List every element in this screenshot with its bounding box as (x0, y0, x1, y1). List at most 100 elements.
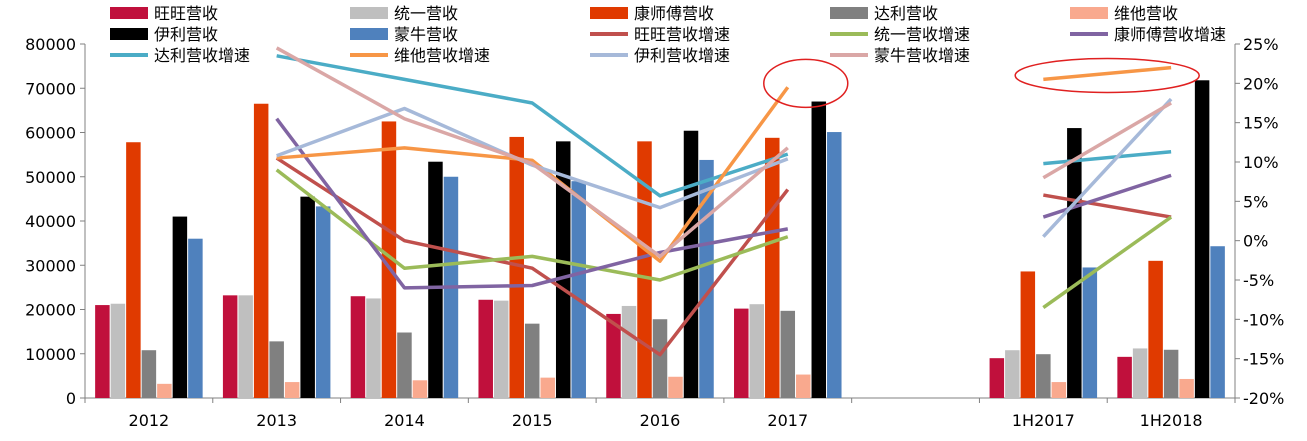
series-line (275, 156, 790, 357)
legend-swatch (350, 28, 388, 40)
bar (652, 319, 668, 398)
legend-label: 维他营收 (1114, 4, 1178, 23)
bar (300, 196, 315, 398)
legend-label: 伊利营收 (154, 25, 218, 44)
x-tick-label: 1H2017 (1012, 411, 1075, 430)
bar (110, 303, 126, 398)
left-tick-label: 60000 (25, 124, 76, 143)
bar (555, 141, 571, 398)
bar (222, 295, 238, 398)
left-tick-label: 80000 (25, 35, 76, 54)
bar (428, 161, 443, 398)
x-tick-label: 2012 (129, 411, 170, 430)
legend-swatch (110, 7, 148, 19)
legend-label: 康师傅营收增速 (1114, 25, 1226, 44)
bar (1194, 80, 1210, 398)
right-tick-label: 25% (1243, 35, 1279, 54)
legend-label: 统一营收增速 (874, 25, 970, 44)
bar (284, 382, 300, 398)
left-tick-label: 30000 (25, 256, 76, 275)
bar (253, 103, 269, 399)
bar (366, 298, 381, 398)
series-line (1042, 97, 1173, 238)
bar (95, 305, 110, 398)
legend-swatch (830, 7, 868, 19)
x-tick-label: 2017 (767, 411, 808, 430)
x-tick-label: 2015 (512, 411, 553, 430)
annotation-ellipse (1014, 57, 1200, 94)
bar (141, 350, 157, 398)
bar (540, 377, 555, 398)
bar (796, 374, 811, 398)
bar (269, 341, 284, 398)
right-tick-label: 0% (1243, 232, 1268, 251)
bar (1210, 246, 1225, 398)
x-tick-label: 2016 (640, 411, 681, 430)
bar (989, 358, 1005, 398)
right-tick-label: 10% (1243, 153, 1279, 172)
bar (509, 136, 524, 399)
bar (397, 332, 412, 398)
series-line (276, 86, 790, 263)
right-tick-label: -15% (1243, 350, 1284, 369)
bar (188, 238, 203, 398)
bar (683, 130, 699, 399)
legend-label: 旺旺营收增速 (634, 25, 730, 44)
bar (1020, 271, 1036, 398)
right-tick-label: 20% (1243, 74, 1279, 93)
bar (606, 313, 621, 398)
bar (571, 181, 586, 398)
bar (1005, 350, 1020, 398)
series-line (275, 168, 789, 282)
legend-label: 蒙牛营收增速 (874, 46, 970, 65)
bar (315, 206, 331, 398)
bar (381, 121, 397, 398)
bar (749, 304, 765, 398)
series-line (1042, 215, 1173, 309)
left-tick-label: 40000 (25, 212, 76, 231)
bar (1132, 348, 1148, 398)
right-tick-label: 15% (1243, 114, 1279, 133)
right-tick-label: 5% (1243, 192, 1268, 211)
right-tick-label: -5% (1243, 271, 1274, 290)
bar (1148, 260, 1163, 398)
series-line (1042, 173, 1172, 219)
bar (126, 142, 141, 398)
right-tick-label: -10% (1243, 310, 1284, 329)
x-tick-label: 2013 (256, 411, 297, 430)
bar (1082, 267, 1098, 398)
bar (734, 308, 749, 398)
bar (1036, 354, 1051, 398)
series-line (1043, 150, 1172, 166)
left-tick-label: 50000 (25, 168, 76, 187)
legend-label: 伊利营收增速 (634, 46, 730, 65)
legend-swatch (350, 7, 388, 19)
annotation-ellipse (763, 58, 849, 109)
bar (350, 296, 366, 398)
bar (827, 132, 842, 398)
bar (765, 137, 780, 398)
bar (621, 305, 637, 398)
legend-label: 达利营收 (874, 4, 938, 23)
series-line (1043, 65, 1172, 82)
bar (1051, 382, 1067, 398)
legend-swatch (1070, 7, 1108, 19)
legend-label: 维他营收增速 (394, 46, 490, 65)
bar (1067, 128, 1082, 398)
legend-label: 旺旺营收 (154, 4, 218, 23)
bar (478, 299, 493, 398)
series-line (1042, 101, 1172, 180)
bar (172, 216, 188, 398)
bar (1179, 378, 1194, 398)
x-tick-label: 2014 (384, 411, 425, 430)
legend-swatch (110, 28, 148, 40)
legend-label: 蒙牛营收 (394, 25, 458, 44)
legend-label: 达利营收增速 (154, 46, 250, 65)
bar (780, 310, 796, 398)
right-tick-label: -20% (1243, 389, 1284, 408)
bar (412, 380, 428, 398)
series-line (276, 54, 789, 198)
bar (1117, 356, 1132, 398)
